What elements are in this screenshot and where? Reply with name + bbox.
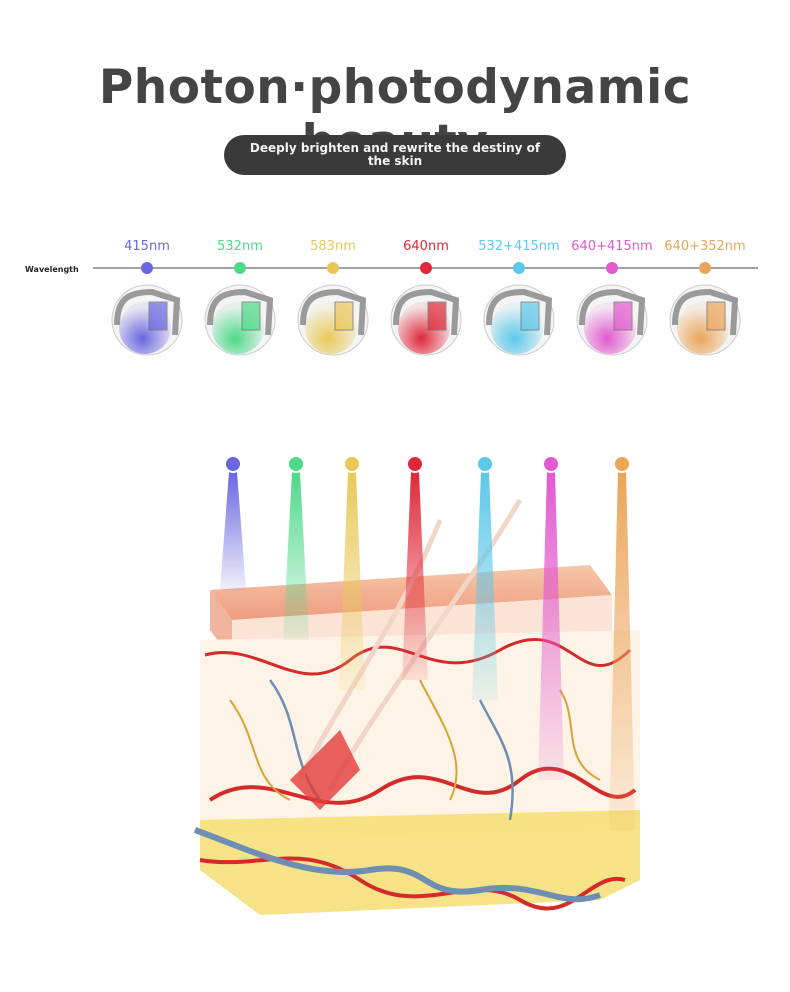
light-beam xyxy=(472,472,498,700)
wavelength-value: 640+415nm xyxy=(571,239,652,254)
wavelength-dot xyxy=(234,262,246,274)
light-beam xyxy=(339,472,365,690)
light-source xyxy=(287,455,305,473)
wavelength-dot xyxy=(327,262,339,274)
subtitle-pill: Deeply brighten and rewrite the destiny … xyxy=(224,135,566,175)
light-beam xyxy=(283,472,309,640)
subtitle: Deeply brighten and rewrite the destiny … xyxy=(249,141,541,168)
wavelength-value: 583nm xyxy=(310,239,356,254)
device-panel xyxy=(427,301,447,331)
vessel xyxy=(208,766,637,805)
wavelength-dot xyxy=(606,262,618,274)
device-body xyxy=(207,288,274,336)
device-panel xyxy=(241,301,261,331)
wavelength-columns: 415nm 532nm 583nm 640nm 532+415nm 640+415nm 64… xyxy=(111,239,746,830)
device-body xyxy=(393,288,460,336)
wavelength-dot xyxy=(699,262,711,274)
light-beam xyxy=(538,472,564,780)
device-panel xyxy=(148,301,168,331)
device-panel xyxy=(334,301,354,331)
follicle xyxy=(290,730,360,810)
light-beam xyxy=(609,472,635,830)
wavelength-dot xyxy=(513,262,525,274)
wavelength-value: 640nm xyxy=(403,239,449,254)
light-source xyxy=(343,455,361,473)
device-panel xyxy=(706,301,726,331)
wavelength-dot xyxy=(141,262,153,274)
wavelength-value: 532+415nm xyxy=(478,239,559,254)
light-source xyxy=(613,455,631,473)
vessel xyxy=(193,827,602,903)
device-body xyxy=(114,288,181,336)
device-body xyxy=(579,288,646,336)
wavelength-value: 415nm xyxy=(124,239,170,254)
light-source xyxy=(224,455,242,473)
wavelength-value: 532nm xyxy=(217,239,263,254)
device-panel xyxy=(613,301,633,331)
device-panel xyxy=(520,301,540,331)
device-body xyxy=(672,288,739,336)
nerve xyxy=(229,679,601,801)
light-beam xyxy=(220,472,246,590)
device-body xyxy=(486,288,553,336)
light-beam xyxy=(402,472,428,680)
light-source xyxy=(406,455,424,473)
wavelength-dot xyxy=(420,262,432,274)
wavelength-value: 640+352nm xyxy=(664,239,745,254)
light-source xyxy=(542,455,560,473)
wavelength-label: Wavelength xyxy=(25,265,79,274)
light-source xyxy=(476,455,494,473)
device-body xyxy=(300,288,367,336)
